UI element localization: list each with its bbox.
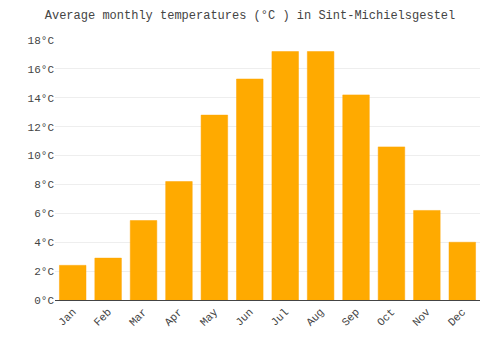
svg-text:Oct: Oct xyxy=(375,306,397,328)
svg-text:0°C: 0°C xyxy=(34,295,54,307)
svg-text:May: May xyxy=(198,306,221,329)
svg-text:Mar: Mar xyxy=(127,306,149,328)
svg-text:Jun: Jun xyxy=(233,306,255,328)
svg-text:Jul: Jul xyxy=(269,306,291,328)
svg-text:Dec: Dec xyxy=(446,306,468,328)
svg-text:12°C: 12°C xyxy=(28,122,55,134)
svg-text:10°C: 10°C xyxy=(28,150,55,162)
svg-text:18°C: 18°C xyxy=(28,35,55,47)
svg-text:Jan: Jan xyxy=(56,306,78,328)
svg-text:6°C: 6°C xyxy=(34,208,54,220)
svg-text:8°C: 8°C xyxy=(34,179,54,191)
svg-text:Average monthly temperatures (: Average monthly temperatures (°C ) in Si… xyxy=(45,9,455,23)
svg-text:Feb: Feb xyxy=(92,306,114,328)
svg-text:Sep: Sep xyxy=(340,306,362,328)
svg-text:Aug: Aug xyxy=(304,306,326,328)
svg-text:4°C: 4°C xyxy=(34,237,54,249)
svg-text:Nov: Nov xyxy=(410,306,433,329)
svg-text:Apr: Apr xyxy=(162,306,184,328)
svg-text:2°C: 2°C xyxy=(34,266,54,278)
svg-text:16°C: 16°C xyxy=(28,64,55,76)
svg-text:14°C: 14°C xyxy=(28,93,55,105)
